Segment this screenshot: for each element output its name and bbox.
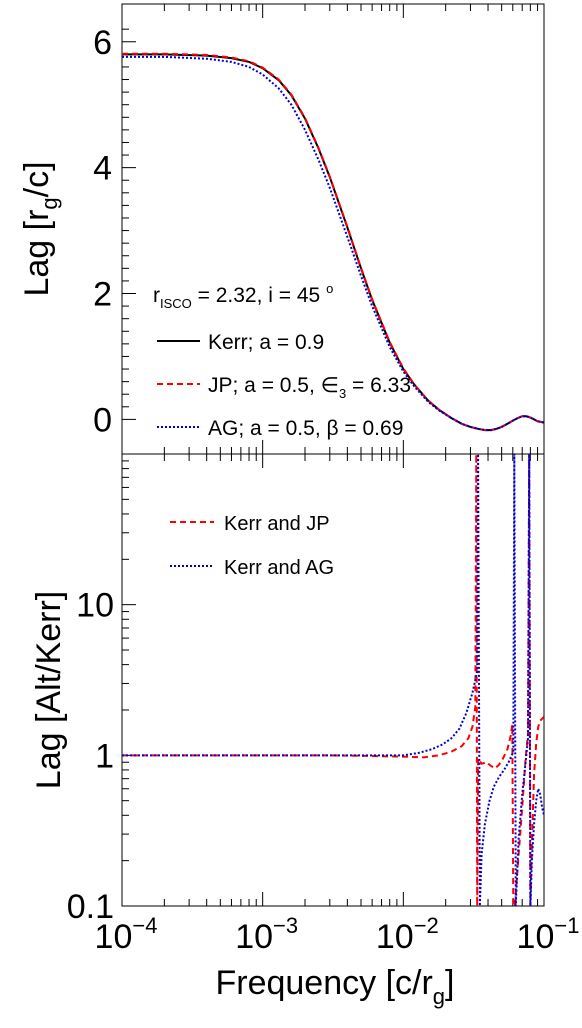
bottom-y-axis-title: Lag [Alt/Kerr] bbox=[30, 591, 68, 789]
legend-label-jp: JP; a = 0.5, ∈3 = 6.33 bbox=[208, 374, 411, 401]
legend-label-kerr: Kerr; a = 0.9 bbox=[208, 331, 324, 354]
bottom-y-ticks: 0.1 1 10 bbox=[67, 460, 136, 926]
bottom-series-1-line bbox=[122, 454, 544, 906]
x-axis-title: Frequency [c/rg] bbox=[215, 964, 454, 1009]
top-series-group bbox=[122, 52, 544, 432]
x-tick-label: 10−2 bbox=[376, 913, 439, 956]
x-tick-label: 10−4 bbox=[95, 913, 158, 956]
top-y-axis-title: Lag [rg/c] bbox=[18, 161, 62, 296]
legend-label-kerr-ag: Kerr and AG bbox=[224, 557, 334, 579]
bottom-legend: Kerr and JP Kerr and AG bbox=[170, 513, 334, 579]
top-y-tick-label: 2 bbox=[93, 276, 112, 314]
x-tick-label: 10−1 bbox=[517, 913, 580, 956]
x-tick-label: 10−3 bbox=[235, 913, 298, 956]
top-x-ticks bbox=[121, 4, 545, 454]
top-legend: Kerr; a = 0.9 JP; a = 0.5, ∈3 = 6.33 AG;… bbox=[157, 331, 411, 440]
bottom-y-tick-label: 1 bbox=[95, 737, 114, 775]
bottom-y-tick-label: 10 bbox=[76, 587, 114, 625]
top-series-2-line bbox=[122, 55, 544, 432]
legend-label-ag: AG; a = 0.5, β = 0.69 bbox=[208, 417, 403, 440]
bottom-x-ticks: 10−4 10−3 10−2 10−1 bbox=[95, 454, 580, 956]
legend-label-kerr-jp: Kerr and JP bbox=[224, 513, 330, 535]
top-series-1-line bbox=[122, 52, 544, 432]
top-y-tick-label: 6 bbox=[93, 24, 112, 62]
top-y-ticks: 0 2 4 6 bbox=[93, 24, 136, 439]
bottom-panel-frame bbox=[121, 453, 545, 907]
top-y-tick-label: 4 bbox=[93, 150, 112, 188]
top-y-tick-label: 0 bbox=[93, 401, 112, 439]
bottom-series-group bbox=[122, 454, 544, 906]
isco-annotation: rISCO = 2.32, i = 45 o bbox=[153, 281, 333, 311]
bottom-y-tick-label: 0.1 bbox=[67, 888, 114, 926]
